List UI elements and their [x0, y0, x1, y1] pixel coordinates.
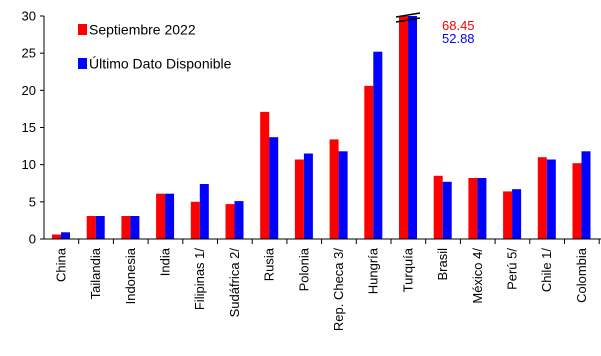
y-tick-label: 30: [22, 9, 36, 24]
bar-value-annotation: 68.45: [442, 18, 475, 33]
category-label: Turquía: [400, 247, 415, 292]
y-tick-label: 20: [22, 83, 36, 98]
bar-septiembre-2022-11: [433, 175, 443, 239]
bar-ultimo-dato-15: [581, 151, 591, 239]
category-label: Filipinas 1/: [192, 248, 207, 311]
bar-septiembre-2022-1: [86, 216, 96, 239]
bars-group: [52, 12, 591, 240]
category-label: México 4/: [470, 248, 485, 304]
category-label: Brasil: [435, 248, 450, 281]
bar-septiembre-2022-4: [190, 201, 200, 239]
legend-label: Septiembre 2022: [89, 22, 196, 38]
category-label: Sudáfrica 2/: [227, 248, 242, 318]
bar-ultimo-dato-14: [546, 159, 556, 239]
bar-ultimo-dato-1: [95, 216, 105, 239]
bar-ultimo-dato-6: [269, 137, 279, 239]
bar-ultimo-dato-3: [165, 193, 175, 239]
category-label: Colombia: [574, 247, 589, 303]
y-tick-label: 0: [29, 232, 36, 247]
y-tick-label: 10: [22, 157, 36, 172]
bar-value-annotation: 52.88: [442, 31, 475, 46]
y-tick-label: 25: [22, 46, 36, 61]
bar-ultimo-dato-12: [477, 178, 487, 239]
bar-ultimo-dato-11: [442, 181, 452, 239]
category-label: Perú 5/: [505, 248, 520, 290]
bar-ultimo-dato-2: [130, 216, 140, 239]
category-label: Tailandia: [88, 247, 103, 299]
bar-septiembre-2022-7: [294, 159, 304, 239]
bar-septiembre-2022-12: [468, 178, 478, 239]
bar-ultimo-dato-7: [303, 153, 313, 239]
axis-break-mark: [395, 12, 421, 18]
bar-septiembre-2022-14: [537, 157, 547, 239]
category-label: China: [53, 247, 68, 282]
bar-ultimo-dato-9: [373, 51, 383, 240]
bar-ultimo-dato-4: [199, 184, 209, 239]
category-label: Chile 1/: [539, 248, 554, 292]
bar-septiembre-2022-0: [52, 234, 61, 239]
bar-septiembre-2022-6: [260, 111, 270, 239]
legend-label: Último Dato Disponible: [89, 56, 232, 72]
legend-swatch: [78, 24, 87, 35]
bar-septiembre-2022-3: [156, 193, 166, 239]
category-label: Rep. Checa 3/: [331, 248, 346, 331]
bar-septiembre-2022-9: [364, 85, 374, 240]
category-label: Hungría: [366, 247, 381, 294]
bar-ultimo-dato-13: [512, 189, 522, 239]
bar-ultimo-dato-0: [61, 232, 70, 239]
y-tick-label: 15: [22, 120, 36, 135]
bar-ultimo-dato-5: [234, 201, 244, 239]
bar-septiembre-2022-10: [399, 16, 408, 239]
bar-septiembre-2022-13: [503, 191, 513, 239]
bar-septiembre-2022-5: [225, 204, 235, 239]
legend: Septiembre 2022 Último Dato Disponible: [78, 22, 232, 72]
axis-break-mark: [395, 17, 421, 23]
y-tick-label: 5: [29, 194, 36, 209]
category-label: Rusia: [262, 247, 277, 281]
bar-ultimo-dato-10: [408, 16, 417, 239]
legend-swatch: [78, 58, 87, 69]
bar-septiembre-2022-2: [121, 216, 131, 239]
category-labels-group: China Tailandia Indonesia India Filipinas 1/…: [53, 239, 600, 331]
category-label: Indonesia: [123, 247, 138, 304]
category-label: India: [158, 247, 173, 276]
bar-septiembre-2022-15: [572, 163, 582, 239]
bar-ultimo-dato-8: [338, 151, 348, 239]
y-ticks-group: 0 5 10 15 20 25 30: [22, 9, 44, 247]
category-label: Polonia: [296, 247, 311, 291]
bar-septiembre-2022-8: [329, 139, 339, 239]
